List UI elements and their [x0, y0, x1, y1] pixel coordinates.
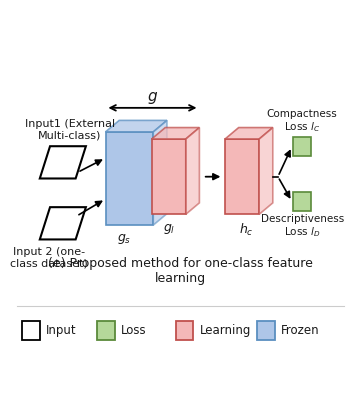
Text: Descriptiveness
Loss $l_D$: Descriptiveness Loss $l_D$ [261, 214, 344, 240]
Text: g: g [148, 88, 157, 104]
Text: Compactness
Loss $l_C$: Compactness Loss $l_C$ [267, 108, 337, 134]
Bar [22, 321, 40, 340]
Text: Frozen: Frozen [281, 324, 320, 337]
Polygon shape [105, 132, 153, 225]
Bar [257, 321, 275, 340]
Polygon shape [152, 139, 186, 214]
Text: Input 2 (one-
class dataset): Input 2 (one- class dataset) [10, 247, 88, 268]
Text: $g_l$: $g_l$ [162, 222, 175, 236]
Text: Loss: Loss [121, 324, 147, 337]
Text: Input: Input [46, 324, 77, 337]
Text: Learning: Learning [199, 324, 251, 337]
Text: Input1 (External
Multi-class): Input1 (External Multi-class) [25, 119, 115, 141]
Polygon shape [259, 128, 273, 214]
Polygon shape [186, 128, 199, 214]
Bar [97, 321, 115, 340]
Text: $h_c$: $h_c$ [239, 222, 253, 238]
Text: $g_s$: $g_s$ [117, 232, 132, 246]
Polygon shape [40, 146, 86, 178]
Bar [176, 321, 193, 340]
Bar [293, 137, 311, 156]
Polygon shape [153, 120, 167, 225]
Bar [293, 192, 311, 211]
Text: (e) Proposed method for one-class feature
learning: (e) Proposed method for one-class featur… [48, 257, 313, 285]
Polygon shape [152, 128, 199, 139]
Polygon shape [225, 128, 273, 139]
Polygon shape [105, 120, 167, 132]
Polygon shape [225, 139, 259, 214]
Polygon shape [40, 207, 86, 240]
